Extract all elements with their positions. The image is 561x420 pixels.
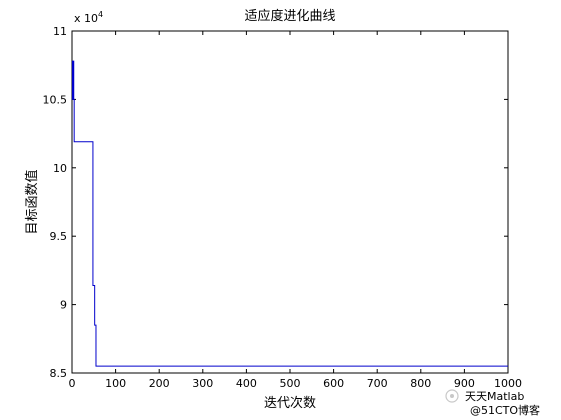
y-tick-label: 8.5 [50,367,68,380]
x-axis-ticks: 0 100 200 300 400 500 600 700 800 900 1000 [69,31,522,390]
svg-text:x 104: x 104 [74,10,103,25]
watermark-logo-icon [445,389,459,403]
y-axis-ticks: 8.5 9 9.5 10 10.5 11 [43,25,508,380]
y-tick-label: 9.5 [50,230,68,243]
chart-title: 适应度进化曲线 [244,8,335,24]
watermark: 天天Matlab @51CTO博客 [445,389,540,417]
y-axis-title: 目标函数值 [24,169,40,234]
y-tick-label: 10 [53,162,67,175]
y-tick-label: 9 [60,299,67,312]
watermark-logo-dot-icon [450,394,454,398]
x-tick-label: 100 [105,377,126,390]
plot-frame [71,30,509,374]
y-tick-label: 11 [53,25,67,38]
series-layer [71,60,508,367]
watermark-line2: @51CTO博客 [470,403,540,417]
series-line-0 [71,60,508,367]
y-exponent-label: x 104 [74,10,103,25]
x-tick-label: 200 [149,377,170,390]
y-multiplier-exponent: 4 [98,10,103,19]
y-tick-label: 10.5 [43,93,68,106]
x-axis-title: 迭代次数 [264,395,316,411]
x-tick-label: 700 [367,377,388,390]
x-tick-label: 800 [410,377,431,390]
x-tick-label: 900 [454,377,475,390]
x-tick-label: 1000 [494,377,522,390]
x-tick-label: 300 [192,377,213,390]
x-tick-label: 500 [280,377,301,390]
watermark-line1: 天天Matlab [465,390,524,403]
x-tick-label: 600 [323,377,344,390]
x-tick-label: 400 [236,377,257,390]
x-tick-label: 0 [69,377,76,390]
y-multiplier-base: x 10 [74,12,98,25]
